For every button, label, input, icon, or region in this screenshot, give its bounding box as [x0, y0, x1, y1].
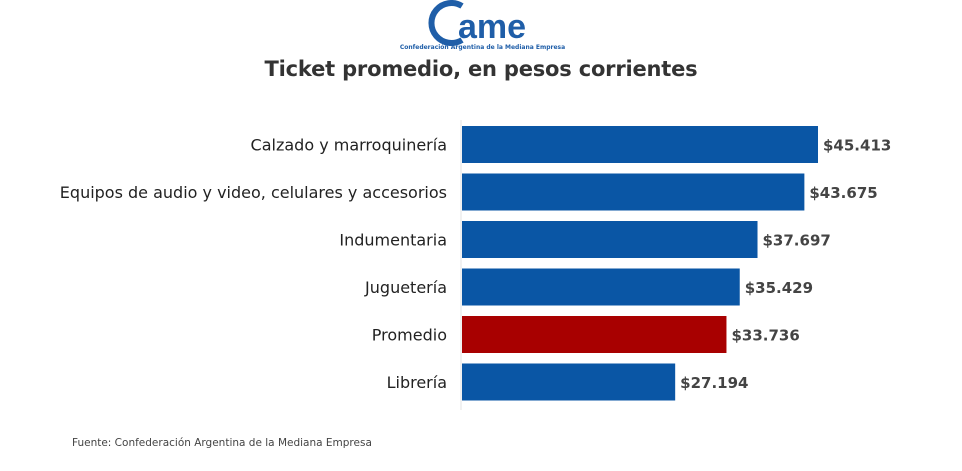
value-label: $37.697	[763, 232, 831, 250]
category-label: Calzado y marroquinería	[251, 136, 447, 155]
category-label: Librería	[387, 373, 447, 392]
logo-tagline: Confederación Argentina de la Mediana Em…	[399, 44, 566, 51]
bar	[462, 173, 805, 211]
bar	[462, 221, 758, 258]
category-label: Juguetería	[364, 278, 447, 297]
bar	[462, 126, 818, 163]
logo-wordmark: ame	[458, 8, 526, 46]
bars-group: Calzado y marroquinería $45.413 Equipos de…	[60, 126, 891, 401]
value-label: $35.429	[745, 279, 813, 297]
value-label: $43.675	[809, 184, 877, 202]
value-label: $33.736	[731, 327, 799, 345]
source-note: Fuente: Confederación Argentina de la Me…	[72, 437, 372, 449]
value-label: $45.413	[823, 137, 891, 155]
chart-title: Ticket promedio, en pesos corrientes	[264, 57, 698, 81]
logo-c-mark	[428, 0, 464, 46]
category-label: Promedio	[372, 326, 447, 345]
bar	[462, 268, 740, 306]
value-label: $27.194	[680, 374, 748, 392]
bar	[462, 316, 727, 353]
category-label: Equipos de audio y video, celulares y ac…	[60, 183, 447, 202]
category-label: Indumentaria	[339, 231, 447, 250]
came-logo: ame	[428, 0, 526, 46]
bar	[462, 363, 676, 401]
